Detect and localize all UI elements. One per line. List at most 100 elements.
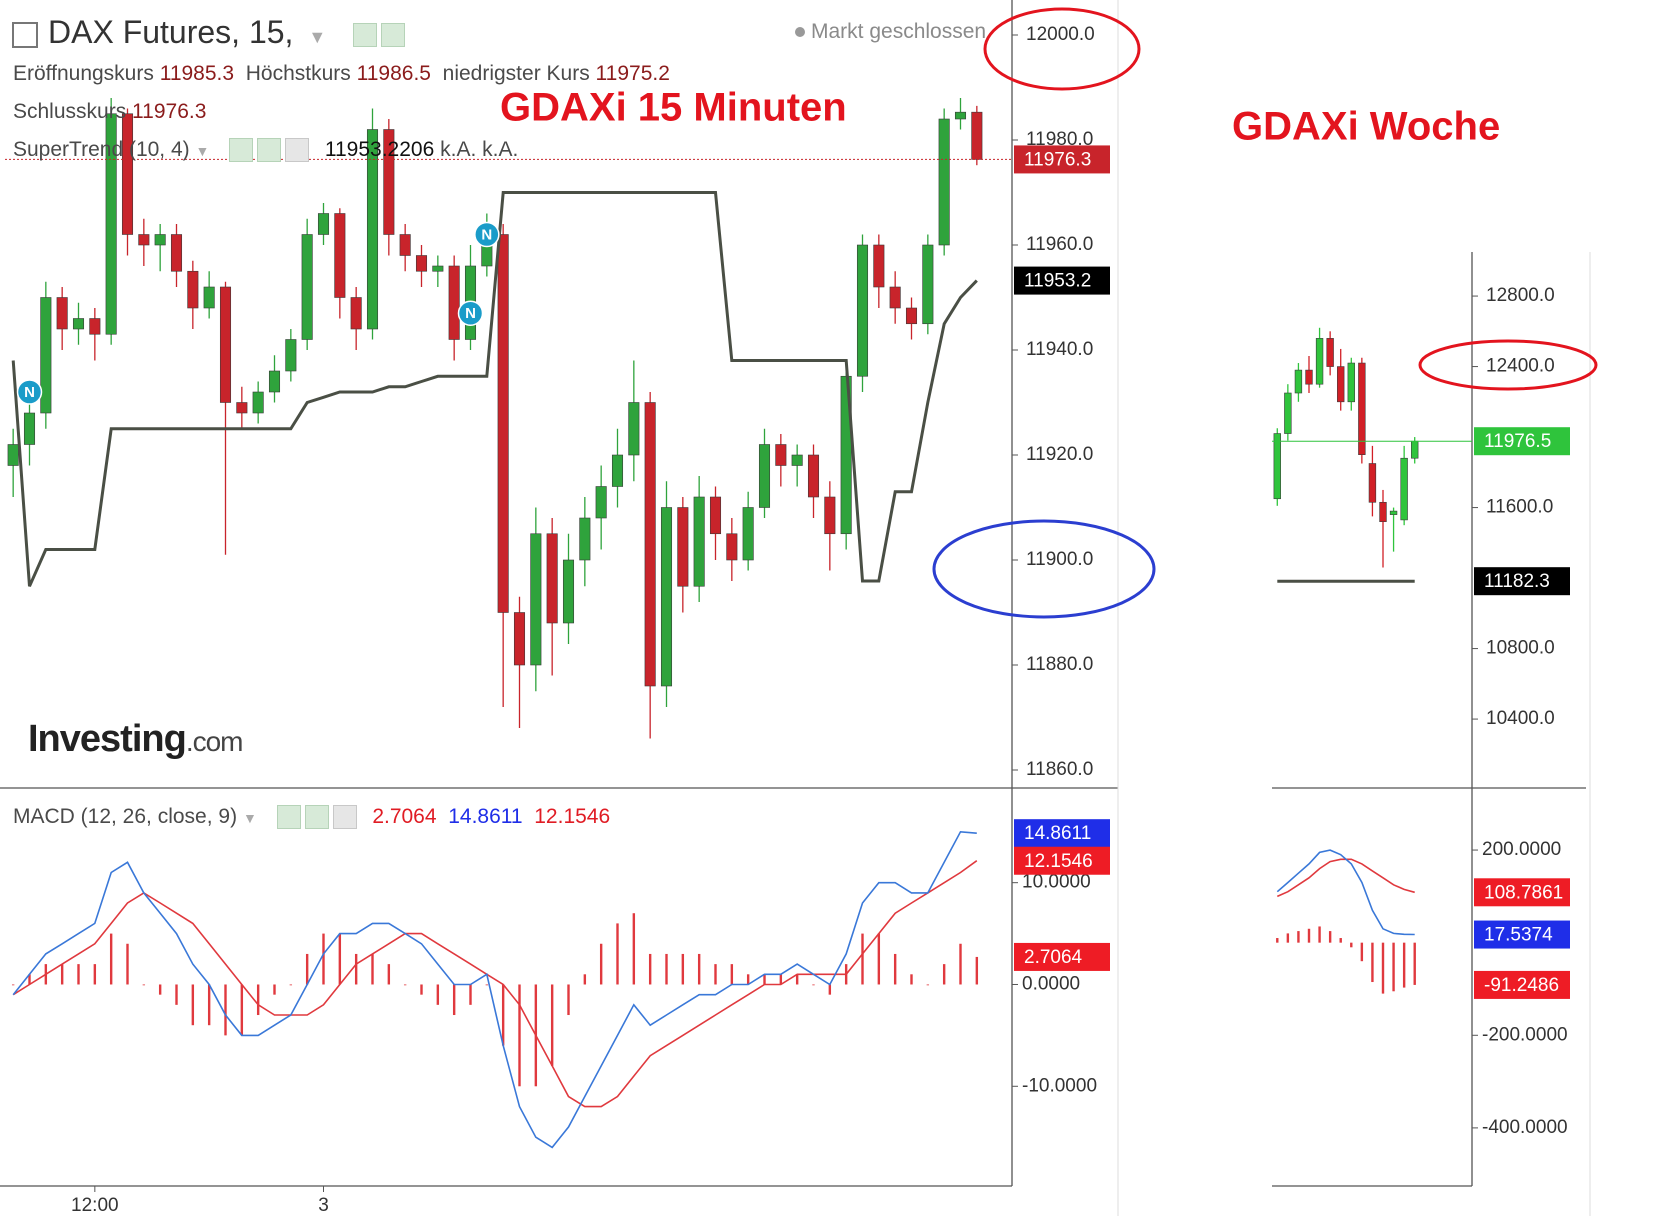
last-price-text: 11976.5 [1484,431,1551,452]
candle-body [1326,338,1334,367]
histogram-value-box [1474,970,1570,999]
candle-body [1389,510,1398,515]
dropdown-caret[interactable]: ▼ [308,27,327,47]
histogram-bar [387,964,391,985]
histogram-bar [371,953,374,985]
histogram-bar [1286,933,1290,943]
histogram-bar [93,964,97,985]
candle-body [579,517,591,561]
histogram-bar [697,953,701,985]
candle-body [1305,369,1313,385]
candle-body [415,255,428,272]
annotation-title: GDAXi 15 Minuten [500,86,847,130]
histogram-bar [403,984,407,986]
last-price-text: 11976.3 [1024,149,1091,170]
candle-body [334,213,346,298]
candle-body [399,234,411,256]
histogram-bar [828,984,832,995]
histogram-bar [648,953,652,985]
histogram-bar [469,984,472,1005]
histogram-bar [436,984,440,1005]
dropdown-caret[interactable]: ▼ [195,143,210,159]
histogram-value-text: -91.2486 [1484,975,1559,996]
histogram-bar [305,953,309,985]
candle-body [187,270,199,309]
histogram-bar [632,913,636,985]
visibility-icon[interactable] [229,138,254,163]
histogram-bar [1402,942,1406,988]
candle-body [219,286,232,403]
candle-body [268,370,281,393]
indicator-name: SuperTrend (10, 4) [13,138,190,161]
macd-name: MACD (12, 26, close, 9) [13,805,238,828]
remove-icon[interactable] [332,805,357,830]
histogram-bar [779,974,783,985]
signal-value-box [1474,878,1570,907]
histogram-bar [60,964,64,985]
settings-icon[interactable] [304,805,329,830]
candle-body [7,444,19,466]
candle-body [23,412,36,445]
high-value: 11986.5 [356,62,431,85]
y-tick-label: -400.0000 [1482,1117,1568,1138]
candle-body [628,402,640,456]
histogram-bar [567,984,570,1016]
candle-body [432,265,444,272]
candle-body [562,559,575,624]
candle-body [530,533,542,666]
histogram-bar [1307,928,1311,943]
close-value: 11976.3 [132,100,207,123]
candle-body [873,244,885,288]
candle-body [726,533,738,561]
signal-marker [474,221,500,248]
candle-body [121,113,134,235]
candle-body [758,444,771,508]
candle-body [1358,362,1366,455]
visibility-icon[interactable] [353,22,378,47]
histogram-value-box [1014,942,1110,971]
dropdown-caret[interactable]: ▼ [242,810,257,826]
settings-icon[interactable] [257,138,282,163]
histogram-bar [795,974,799,985]
histogram-bar [665,953,668,985]
histogram-bar [1360,942,1364,962]
collapse-icon[interactable] [12,21,38,48]
candle-body [644,402,656,687]
last-price-box [1014,145,1110,174]
histogram-bar [256,984,260,1016]
candle-body [138,234,150,246]
signal-label: N [481,226,492,243]
histogram-bar [338,933,342,985]
last-price-box [1474,427,1570,456]
status-dot [795,27,805,38]
histogram-bar [730,964,734,985]
market-status-text: Markt geschlossen [811,20,987,43]
indicator-na: k.A. [440,138,477,161]
settings-icon[interactable] [381,22,406,47]
candle-body [252,391,264,414]
histogram-bar [240,984,244,1036]
candle-body [89,318,101,335]
signal-marker [457,300,484,326]
highlight-ellipse [1418,339,1598,391]
histogram-bar [746,974,750,985]
x-tick-label: 12:00 [71,1195,119,1216]
visibility-icon[interactable] [276,805,301,830]
signal-line [12,860,978,1108]
candle-body [236,402,248,414]
histogram-bar [1392,942,1395,992]
x-tick-label: 3 [318,1195,329,1216]
histogram-bar [1328,931,1332,943]
remove-icon[interactable] [285,138,310,163]
candle-body [366,129,379,330]
low-value: 11975.2 [595,62,670,85]
candle-body [1411,440,1419,459]
candle-body [922,244,934,325]
histogram-bar [207,984,211,1026]
candle-body [1273,433,1281,500]
supertrend-price-text: 11953.2 [1024,271,1091,292]
header-title-row: DAX Futures, 15, ▼ [12,14,409,51]
ohlc-row: Eröffnungskurs 11985.3 Höchstkurs 11986.… [13,62,670,86]
signal-value-text: 108.7861 [1484,882,1563,903]
candle-body [677,507,689,587]
